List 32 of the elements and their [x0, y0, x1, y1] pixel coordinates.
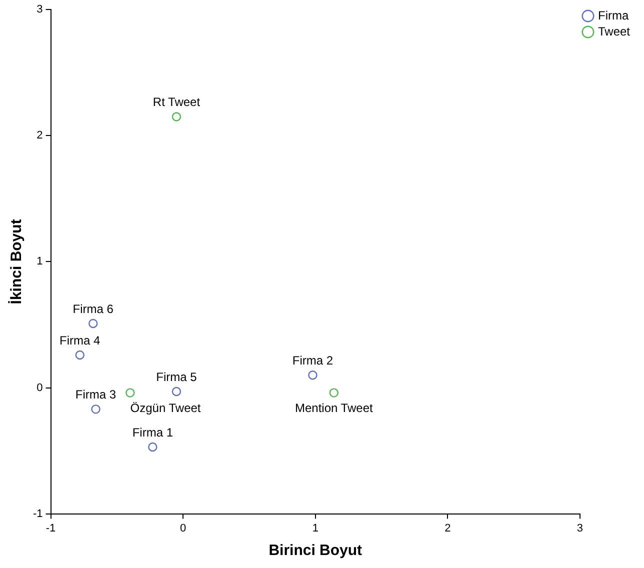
- annotation: Firma 2: [292, 353, 334, 368]
- x-tick-label: 0: [180, 522, 186, 534]
- x-axis-title: Birinci Boyut: [268, 542, 362, 560]
- y-tick-label: 2: [36, 130, 43, 142]
- point: [75, 350, 84, 360]
- x-tick-label: 3: [576, 522, 584, 534]
- point: [148, 442, 158, 452]
- annotation: Firma 6: [72, 302, 114, 316]
- annotation: Firma 4: [60, 333, 101, 348]
- x-tick-label: -1: [46, 522, 56, 534]
- annotation: Firma 1: [132, 425, 174, 440]
- point: [126, 388, 135, 398]
- point: [329, 388, 339, 398]
- y-tick-label: 0: [36, 382, 43, 394]
- point: [88, 318, 98, 328]
- y-tick-label: 1: [36, 256, 43, 268]
- annotation: Özgün Tweet: [130, 401, 202, 416]
- annotation: Firma 5: [156, 370, 198, 384]
- annotation: Rt Tweet: [152, 95, 201, 110]
- annotation: Mention Tweet: [294, 401, 374, 416]
- x-tick-label: 2: [444, 522, 451, 534]
- annotation: Firma 3: [75, 387, 116, 402]
- x-tick-label: 1: [312, 522, 318, 534]
- y-axis-title: İkinci Boyut: [8, 219, 26, 304]
- point: [172, 386, 182, 396]
- point: [308, 370, 318, 380]
- legend-label: Tweet: [598, 24, 631, 38]
- y-tick-label: -1: [33, 508, 43, 520]
- y-tick-label: 3: [36, 4, 43, 16]
- point: [91, 404, 100, 414]
- point: [172, 112, 182, 122]
- legend-label: Firma: [598, 8, 629, 22]
